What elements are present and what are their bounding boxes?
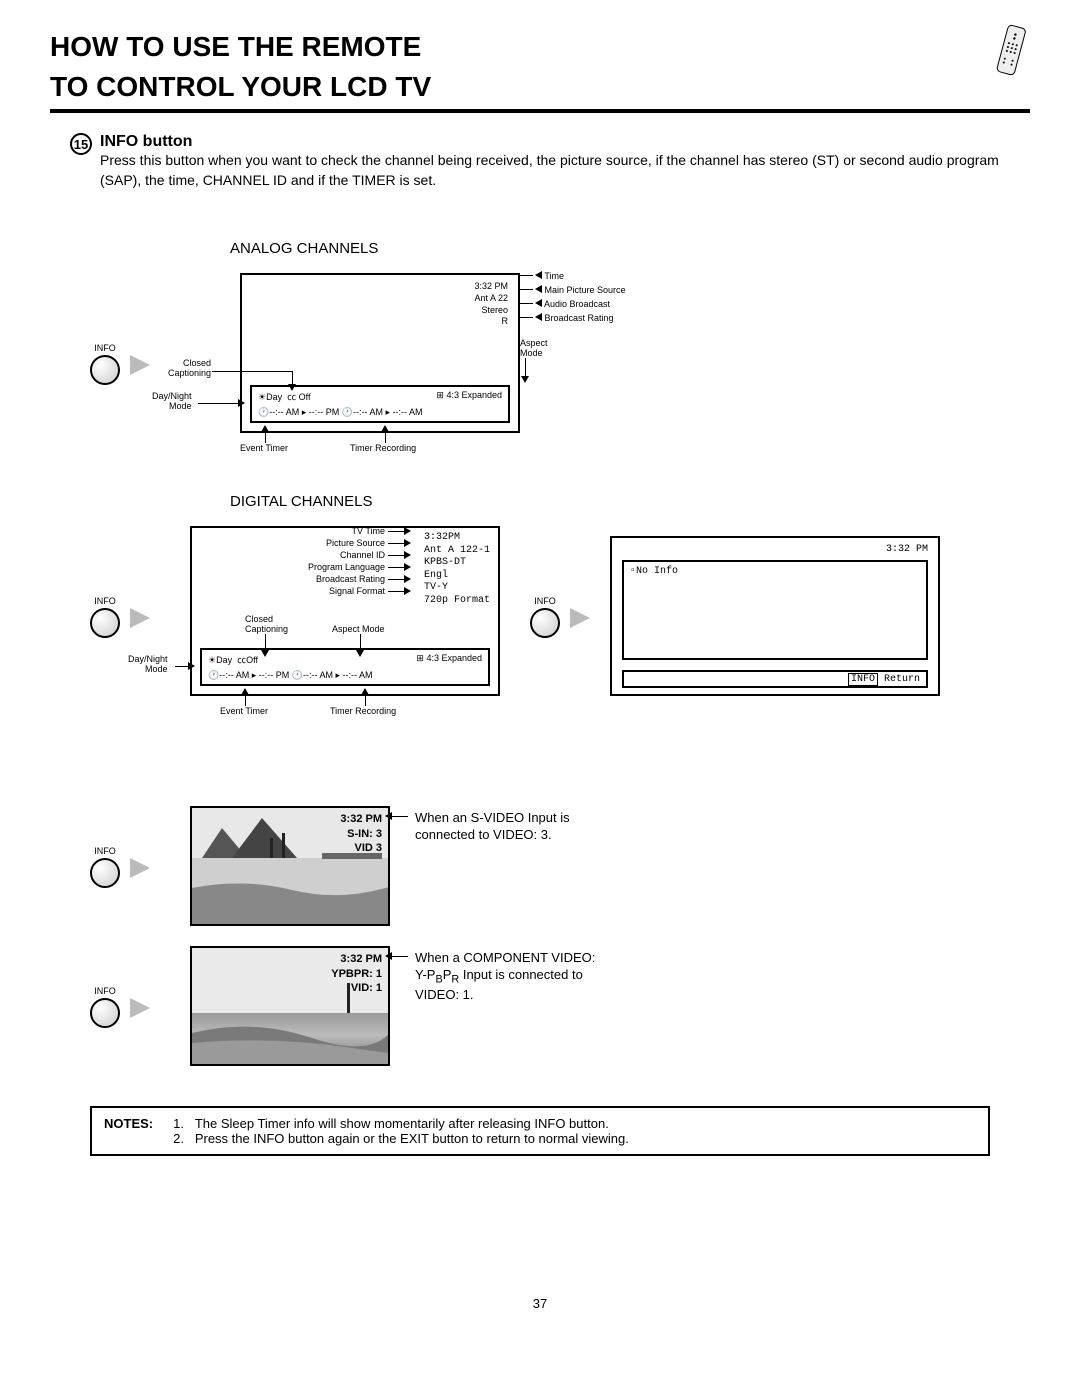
arrow-icon [130,355,150,375]
remote-icon [990,24,1030,84]
page-title-1: HOW TO USE THE REMOTE [50,30,1030,64]
section-heading: INFO button [100,133,192,150]
section-number: 15 [70,133,92,155]
osd-source: Ant A 22 [474,293,508,305]
note-2: 2. Press the INFO button again or the EX… [173,1131,629,1146]
section-body: Press this button when you want to check… [100,151,1030,190]
component-caption: When a COMPONENT VIDEO: Y-PBPR Input is … [415,950,605,1003]
svideo-example: INFO 3:32 PM S-IN: 3 VID 3 When an S-VID… [90,806,1030,946]
component-example: INFO 3:32 PM YPBPR: 1 VID: 1 When a COMP… [90,946,1030,1086]
svideo-caption: When an S-VIDEO Input is connected to VI… [415,810,585,844]
page-number: 37 [50,1296,1030,1311]
osd-time: 3:32 PM [474,281,508,293]
page-title-2: TO CONTROL YOUR LCD TV [50,70,1030,104]
info-button-icon [530,608,560,638]
info-button-icon [90,355,120,385]
analog-title: ANALOG CHANNELS [230,240,1030,257]
info-label: INFO [90,343,120,353]
osd-day: Day [266,392,282,402]
analog-diagram: INFO 3:32 PM Ant A 22 Stereo R ☀Day ㏄ Of… [90,263,1030,483]
note-1: 1. The Sleep Timer info will show moment… [173,1116,629,1131]
info-button-icon [90,858,120,888]
osd-cc: Off [299,392,311,402]
osd-aspect: 4:3 Expanded [446,390,502,400]
info-button-icon [90,608,120,638]
notes-box: NOTES: 1. The Sleep Timer info will show… [90,1106,990,1156]
title-rule [50,109,1030,113]
notes-label: NOTES: [104,1116,153,1146]
info-button-icon [90,998,120,1028]
digital-diagram: INFO 3:32PM Ant A 122-1 KPBS-DT Engl TV-… [90,516,1030,746]
osd-rating: R [474,316,508,328]
osd-audio: Stereo [474,305,508,317]
digital-title: DIGITAL CHANNELS [230,493,1030,510]
